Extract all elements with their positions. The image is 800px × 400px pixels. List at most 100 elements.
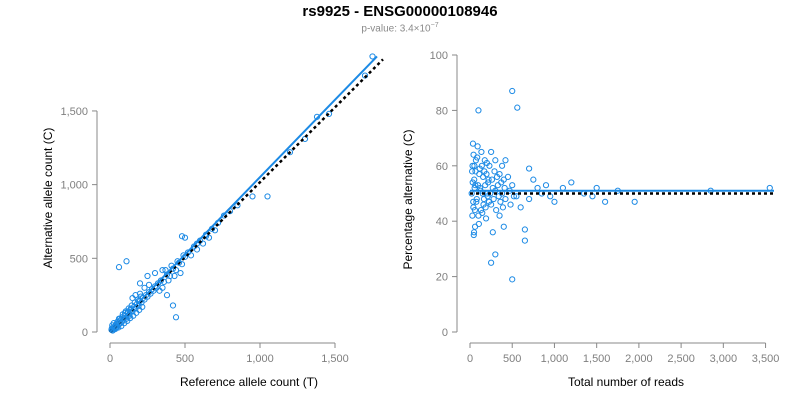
data-point	[325, 110, 333, 117]
fit-line	[109, 55, 378, 333]
data-point	[470, 198, 477, 205]
x-tick-label: 3,000	[710, 353, 738, 365]
x-tick-label: 0	[467, 353, 473, 365]
reference-line	[109, 58, 384, 333]
data-point	[471, 207, 478, 214]
data-point	[482, 204, 489, 211]
data-point	[526, 195, 533, 203]
data-point	[249, 193, 256, 200]
x-tick-label: 500	[503, 353, 521, 365]
data-point	[193, 246, 201, 253]
data-point	[479, 173, 487, 180]
data-point	[494, 182, 501, 189]
data-point	[551, 198, 558, 205]
data-point	[474, 182, 482, 189]
data-point	[157, 277, 165, 284]
data-point	[470, 151, 477, 158]
data-point	[174, 258, 181, 265]
data-point	[493, 207, 500, 214]
x-tick-label: 2,500	[667, 353, 695, 365]
data-point	[497, 198, 504, 205]
data-point	[507, 201, 514, 208]
data-point	[162, 267, 169, 274]
data-point	[480, 195, 488, 203]
data-point	[132, 292, 139, 299]
data-point	[469, 168, 476, 175]
data-point	[496, 212, 503, 219]
data-point	[123, 258, 130, 265]
data-point	[481, 157, 488, 164]
data-point	[110, 320, 117, 327]
data-point	[486, 162, 493, 169]
data-point	[509, 182, 516, 189]
y-tick-label: 80	[436, 105, 448, 117]
y-tick-label: 40	[436, 216, 448, 228]
data-point	[159, 284, 166, 291]
data-point	[509, 87, 516, 95]
data-point	[163, 292, 171, 299]
data-point	[156, 287, 163, 294]
data-point	[631, 198, 638, 205]
data-point	[141, 284, 148, 291]
data-point	[488, 259, 495, 266]
data-point	[542, 182, 550, 189]
y-tick-label: 500	[70, 253, 88, 265]
data-point	[361, 72, 369, 79]
data-point	[482, 215, 490, 222]
data-point	[504, 173, 512, 180]
right-chart: 0 20 40 60 80 100 0 500 1,000 1,500 2,000 2,500 3,00…	[401, 50, 779, 389]
pvalue-text: p-value: 3.4×10	[361, 23, 431, 35]
data-point	[136, 280, 144, 287]
data-point	[500, 176, 507, 183]
data-point	[151, 269, 159, 277]
x-tick-label: 500	[176, 353, 194, 365]
data-point	[476, 165, 483, 172]
pvalue-exponent: −7	[430, 22, 439, 29]
data-point	[489, 229, 496, 236]
data-point	[478, 148, 485, 156]
data-point	[177, 269, 184, 277]
data-point	[165, 277, 172, 284]
data-point	[502, 195, 509, 203]
pvalue-subtitle: p-value: 3.4×10−7	[0, 22, 800, 34]
y-axis-label: Percentage alternative (C)	[401, 129, 415, 269]
y-tick-label: 60	[436, 161, 448, 173]
data-point	[488, 148, 495, 156]
data-point	[159, 267, 166, 274]
y-tick-label: 0	[82, 327, 88, 339]
data-point	[490, 195, 497, 203]
x-tick-label: 1,000	[541, 353, 569, 365]
data-point	[498, 162, 506, 169]
data-point	[483, 171, 490, 178]
data-point	[172, 314, 180, 321]
data-point	[264, 193, 271, 200]
data-point	[144, 272, 151, 280]
data-point	[187, 252, 195, 259]
y-tick-label: 0	[442, 327, 448, 339]
x-tick-label: 3,500	[752, 353, 780, 365]
data-point	[470, 229, 478, 236]
chart-title: rs9925 - ENSG00000108946	[302, 3, 498, 20]
data-point	[488, 201, 495, 208]
data-point	[568, 179, 575, 186]
data-point	[369, 53, 376, 60]
data-point	[115, 264, 123, 271]
data-point	[178, 233, 186, 240]
data-point	[496, 171, 503, 178]
data-point	[469, 212, 476, 219]
x-tick-label: 1,500	[583, 353, 611, 365]
data-point	[492, 157, 499, 164]
data-point	[491, 168, 498, 175]
data-point	[471, 162, 478, 169]
data-point	[205, 234, 213, 241]
data-point	[472, 168, 479, 175]
data-point	[485, 176, 492, 183]
data-point	[286, 149, 294, 156]
data-point	[469, 140, 477, 147]
data-point	[139, 303, 146, 311]
data-point	[502, 157, 509, 164]
data-point	[488, 176, 496, 183]
data-point	[472, 182, 479, 189]
